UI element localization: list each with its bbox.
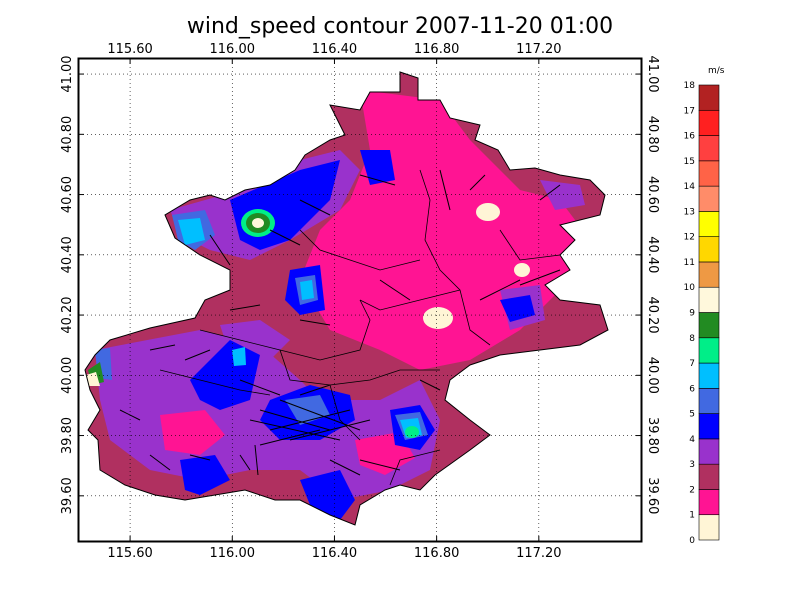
colorbar-level-label: 9 bbox=[689, 309, 695, 319]
y-tick-label-right: 39.80 bbox=[645, 417, 660, 454]
colorbar-swatch bbox=[698, 438, 720, 465]
beijing-boundary bbox=[84, 71, 609, 526]
colorbar-swatch bbox=[698, 211, 720, 237]
contour-level-1-southwest-inner bbox=[160, 410, 225, 455]
colorbar-unit: m/s bbox=[708, 66, 725, 76]
x-tick-label-bottom: 117.20 bbox=[516, 546, 562, 561]
contour-level-4-south-center bbox=[300, 470, 355, 520]
map-title: wind_speed contour 2007-11-20 01:00 bbox=[186, 14, 614, 39]
y-tick-label-right: 40.80 bbox=[645, 116, 660, 153]
colorbar-level-label: 14 bbox=[684, 182, 696, 192]
colorbar-level-label: 11 bbox=[684, 258, 695, 268]
colorbar-level-label: 18 bbox=[684, 81, 696, 91]
colorbar-swatch bbox=[698, 135, 720, 162]
colorbar-swatch bbox=[698, 388, 720, 414]
y-tick-label-left: 40.00 bbox=[60, 357, 75, 394]
colorbar-swatches bbox=[698, 84, 720, 541]
colorbar-level-label: 13 bbox=[684, 207, 695, 217]
colorbar-level-label: 0 bbox=[689, 536, 695, 546]
contour-level-6-west bbox=[232, 347, 246, 366]
contour-level-9-core bbox=[252, 218, 264, 228]
colorbar-swatch bbox=[698, 463, 720, 490]
colorbar-level-label: 4 bbox=[689, 435, 695, 445]
contour-level-6-middle bbox=[300, 280, 314, 300]
colorbar-swatch bbox=[698, 489, 720, 516]
colorbar-level-label: 1 bbox=[689, 511, 695, 521]
x-tick-label-top: 116.00 bbox=[210, 42, 256, 57]
x-tick-label-top: 117.20 bbox=[516, 42, 562, 57]
x-tick-label-bottom: 116.40 bbox=[312, 546, 358, 561]
colorbar-level-label: 5 bbox=[689, 410, 695, 420]
colorbar-level-label: 10 bbox=[684, 283, 696, 293]
x-tick-label-top: 115.60 bbox=[107, 42, 153, 57]
colorbar-swatch bbox=[698, 261, 720, 288]
district-boundaries bbox=[159, 169, 561, 486]
colorbar-swatch bbox=[698, 109, 720, 136]
colorbar-level-label: 17 bbox=[684, 106, 695, 116]
x-tick-label-bottom: 115.60 bbox=[107, 546, 153, 561]
colorbar-swatch bbox=[698, 286, 720, 313]
colorbar-swatch bbox=[698, 312, 720, 339]
axis-ticks: 115.60 115.60 116.00 116.00 116.40 116.40 116.… bbox=[60, 42, 660, 561]
colorbar-level-label: 6 bbox=[689, 384, 695, 394]
y-tick-label-right: 41.00 bbox=[645, 55, 660, 92]
colorbar-swatch bbox=[698, 413, 720, 440]
colorbar-level-label: 12 bbox=[684, 233, 695, 243]
y-tick-label-left: 40.80 bbox=[60, 116, 75, 153]
colorbar-level-label: 8 bbox=[689, 334, 695, 344]
colorbar-level-label: 7 bbox=[689, 359, 695, 369]
grid-lines bbox=[79, 59, 641, 541]
contour-level-0-north bbox=[476, 203, 500, 221]
contour-level-3-northeast bbox=[540, 180, 585, 210]
colorbar-level-label: 15 bbox=[684, 157, 695, 167]
y-tick-label-left: 39.60 bbox=[60, 477, 75, 514]
plot-border bbox=[77, 57, 643, 543]
colorbar-level-label: 16 bbox=[684, 132, 696, 142]
y-tick-label-right: 40.60 bbox=[645, 176, 660, 213]
colorbar-swatch bbox=[698, 362, 720, 389]
y-tick-label-left: 41.00 bbox=[60, 55, 75, 92]
colorbar-swatch bbox=[698, 84, 720, 111]
x-tick-label-top: 116.80 bbox=[414, 42, 460, 57]
colorbar-level-label: 2 bbox=[689, 485, 695, 495]
colorbar-swatch bbox=[698, 337, 720, 364]
x-tick-label-bottom: 116.80 bbox=[414, 546, 460, 561]
y-tick-label-left: 39.80 bbox=[60, 417, 75, 454]
contour-level-4-east bbox=[500, 295, 535, 322]
colorbar-swatch bbox=[698, 185, 720, 212]
y-tick-label-left: 40.60 bbox=[60, 176, 75, 213]
wind-barbs bbox=[119, 169, 561, 476]
y-tick-label-left: 40.40 bbox=[60, 236, 75, 273]
colorbar-swatch bbox=[698, 236, 720, 263]
y-tick-label-right: 40.40 bbox=[645, 236, 660, 273]
contour-level-4-north bbox=[360, 150, 395, 185]
colorbar-level-label: 3 bbox=[689, 460, 695, 470]
y-tick-label-right: 40.20 bbox=[645, 296, 660, 333]
contour-level-0-east bbox=[514, 263, 530, 277]
contour-level-0-center bbox=[423, 307, 453, 329]
contour-level-0-west-edge bbox=[86, 372, 100, 386]
plot-frame bbox=[78, 58, 642, 542]
y-tick-label-left: 40.20 bbox=[60, 296, 75, 333]
x-tick-label-bottom: 116.00 bbox=[210, 546, 256, 561]
contour-level-4-south bbox=[180, 455, 230, 495]
x-tick-label-top: 116.40 bbox=[312, 42, 358, 57]
contour-level-7-southeast bbox=[405, 426, 419, 438]
colorbar-swatch bbox=[698, 514, 720, 541]
contour-level-6-northwest bbox=[178, 218, 205, 245]
y-tick-label-right: 40.00 bbox=[645, 357, 660, 394]
y-tick-label-right: 39.60 bbox=[645, 477, 660, 514]
colorbar-swatch bbox=[698, 160, 720, 187]
